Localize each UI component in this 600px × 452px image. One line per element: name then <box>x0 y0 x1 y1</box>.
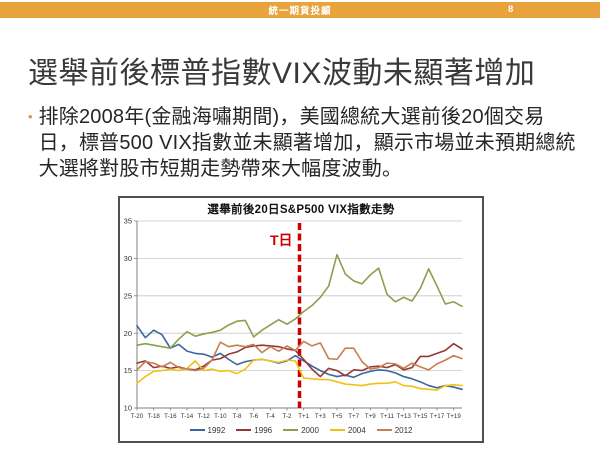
x-tick-label-T-18: T-18 <box>147 413 160 420</box>
bullet-marker: • <box>28 109 33 124</box>
x-tick-label-T+15: T+15 <box>413 413 428 420</box>
y-tick-label-20: 20 <box>124 329 132 338</box>
x-tick-label-T+1: T+1 <box>298 413 309 420</box>
x-tick-label-T-20: T-20 <box>131 413 144 420</box>
series-line-2000 <box>136 253 463 349</box>
y-tick-label-30: 30 <box>124 254 132 263</box>
x-tick-label-T+13: T+13 <box>397 413 412 420</box>
x-tick-label-T+9: T+9 <box>365 413 376 420</box>
legend-label-1992: 1992 <box>207 425 226 435</box>
y-tick-label-25: 25 <box>124 291 132 300</box>
vix-line-chart: 選舉前後20日S&P500 VIX指數走勢 10 15 20 25 30 35 T-20 T-… <box>118 196 484 443</box>
x-tick-label-T-6: T-6 <box>249 413 258 420</box>
page-number: 8 <box>508 4 514 15</box>
y-tick-label-35: 35 <box>124 217 132 226</box>
legend-swatch-1992 <box>189 429 205 431</box>
header-title: 統一期貨投顧 <box>268 6 332 17</box>
legend-swatch-2012 <box>376 429 392 431</box>
legend-item-1996: 1996 <box>236 426 272 435</box>
header-bar: 統一期貨投顧 8 <box>0 2 600 18</box>
x-tick-label-T-8: T-8 <box>233 413 242 420</box>
x-tick-label-T+19: T+19 <box>447 413 462 420</box>
legend-item-2012: 2012 <box>376 425 413 435</box>
x-tick-label-T-2: T-2 <box>283 413 292 420</box>
bullet-text: 排除2008年(金融海嘯期間)，美國總統大選前後20個交易日，標普500 VIX… <box>38 106 576 180</box>
legend-swatch-2004 <box>329 429 345 431</box>
chart-plot-area: 10 15 20 25 30 35 T-20 T-18 T-16 T-14 T-12 T-10 T-8 T… <box>124 217 463 420</box>
legend-swatch-1996 <box>236 429 252 431</box>
y-tick-label-10: 10 <box>124 404 132 413</box>
t-day-label: T日 <box>270 232 293 248</box>
series-line-2012 <box>136 340 463 372</box>
x-tick-label-T-16: T-16 <box>164 413 177 420</box>
x-tick-label-T+3: T+3 <box>315 413 326 420</box>
chart-legend: 1992 1996 2000 2004 2012 <box>120 422 482 438</box>
x-tick-label-T-4: T-4 <box>266 413 275 420</box>
legend-label-2004: 2004 <box>347 425 366 435</box>
legend-item-2004: 2004 <box>329 425 366 435</box>
x-tick-label-T-10: T-10 <box>214 413 227 420</box>
legend-swatch-2000 <box>283 429 299 431</box>
x-tick-label-T+17: T+17 <box>430 413 445 420</box>
series-line-1992 <box>136 324 463 391</box>
series-line-2004 <box>136 358 463 391</box>
legend-label-2000: 2000 <box>301 425 319 435</box>
x-tick-label-T+5: T+5 <box>332 413 343 420</box>
y-tick-label-15: 15 <box>124 366 132 375</box>
bullet-item: • 排除2008年(金融海嘯期間)，美國總統大選前後20個交易日，標普500 V… <box>28 104 580 182</box>
slide-title: 選舉前後標普指數VIX波動未顯著增加 <box>28 57 536 90</box>
legend-label-1996: 1996 <box>254 425 273 435</box>
x-tick-label-T+11: T+11 <box>380 413 394 420</box>
x-tick-label-T-14: T-14 <box>181 413 194 420</box>
x-tick-label-T-12: T-12 <box>197 413 210 420</box>
x-tick-label-T+7: T+7 <box>348 413 359 420</box>
chart-title: 選舉前後20日S&P500 VIX指數走勢 <box>207 204 395 216</box>
legend-item-1992: 1992 <box>189 425 226 435</box>
legend-item-2000: 2000 <box>283 426 319 435</box>
legend-label-2012: 2012 <box>394 425 413 435</box>
